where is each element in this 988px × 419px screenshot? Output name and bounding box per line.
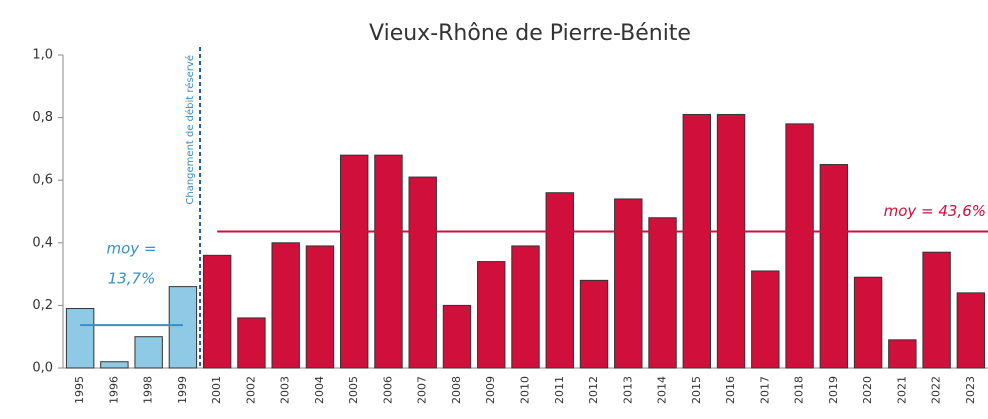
- mean-label: moy = 43,6%: [884, 202, 986, 220]
- mean-label: moy =: [107, 240, 157, 258]
- x-tick-label: 2021: [895, 376, 908, 404]
- x-tick-label: 2002: [244, 376, 257, 404]
- x-tick-label: 2005: [347, 376, 360, 404]
- x-tick-label: 2014: [656, 376, 669, 404]
- bar: [340, 154, 369, 369]
- bar: [202, 254, 232, 369]
- x-tick-label: 2003: [279, 376, 292, 404]
- y-tick-label: 0,2: [32, 298, 53, 313]
- y-tick-label: 0,6: [32, 173, 53, 188]
- x-tick-label: 2001: [210, 376, 223, 404]
- x-tick-label: 2008: [450, 376, 463, 404]
- x-tick-label: 2012: [587, 376, 600, 404]
- bar: [956, 292, 986, 369]
- x-tick-label: 2007: [416, 376, 429, 404]
- bar: [751, 270, 780, 369]
- x-tick-label: 2020: [861, 376, 874, 404]
- x-tick-label: 2016: [724, 376, 737, 404]
- bar: [477, 261, 506, 369]
- bar: [442, 304, 472, 369]
- x-tick-label: 2010: [519, 376, 532, 404]
- y-tick-label: 1,0: [32, 48, 53, 63]
- x-tick-label: 2015: [690, 376, 703, 404]
- x-tick-label: 2009: [484, 376, 497, 404]
- divider-label: Changement de débit réservé: [184, 55, 196, 205]
- bar: [168, 286, 198, 369]
- bar: [374, 154, 403, 369]
- x-tick-label: 1996: [107, 376, 120, 404]
- chart-title: Vieux-Rhône de Pierre-Bénite: [369, 21, 691, 46]
- mean-label: 13,7%: [108, 270, 156, 288]
- y-tick-label: 0,0: [32, 361, 53, 376]
- bar: [579, 279, 609, 369]
- bar: [853, 276, 883, 369]
- bar: [237, 317, 266, 369]
- bar: [271, 242, 300, 369]
- bar: [785, 123, 814, 369]
- bar: [545, 192, 574, 369]
- bar: [614, 198, 643, 369]
- x-tick-label: 2013: [621, 376, 634, 404]
- x-tick-label: 2023: [964, 376, 977, 404]
- bar: [716, 113, 746, 369]
- x-tick-label: 2022: [930, 376, 943, 404]
- bar: [511, 245, 540, 369]
- x-tick-label: 1999: [176, 376, 189, 404]
- x-tick-label: 2004: [313, 376, 326, 404]
- x-tick-label: 2006: [381, 376, 394, 404]
- bar: [648, 217, 677, 369]
- bar: [408, 176, 437, 369]
- bar: [134, 336, 163, 369]
- x-tick-label: 2018: [793, 376, 806, 404]
- y-tick-label: 0,4: [32, 235, 53, 250]
- x-tick-label: 2017: [758, 376, 771, 404]
- y-tick-label: 0,8: [32, 110, 53, 125]
- bar: [100, 361, 129, 369]
- x-tick-label: 2019: [827, 376, 840, 404]
- bar: [65, 308, 95, 369]
- bar: [305, 245, 335, 369]
- x-tick-label: 1998: [142, 376, 155, 404]
- x-tick-label: 2011: [553, 376, 566, 404]
- x-tick-label: 1995: [73, 376, 86, 404]
- bar: [922, 251, 951, 369]
- bar: [819, 164, 849, 369]
- bar: [888, 339, 917, 369]
- bar: [682, 113, 711, 369]
